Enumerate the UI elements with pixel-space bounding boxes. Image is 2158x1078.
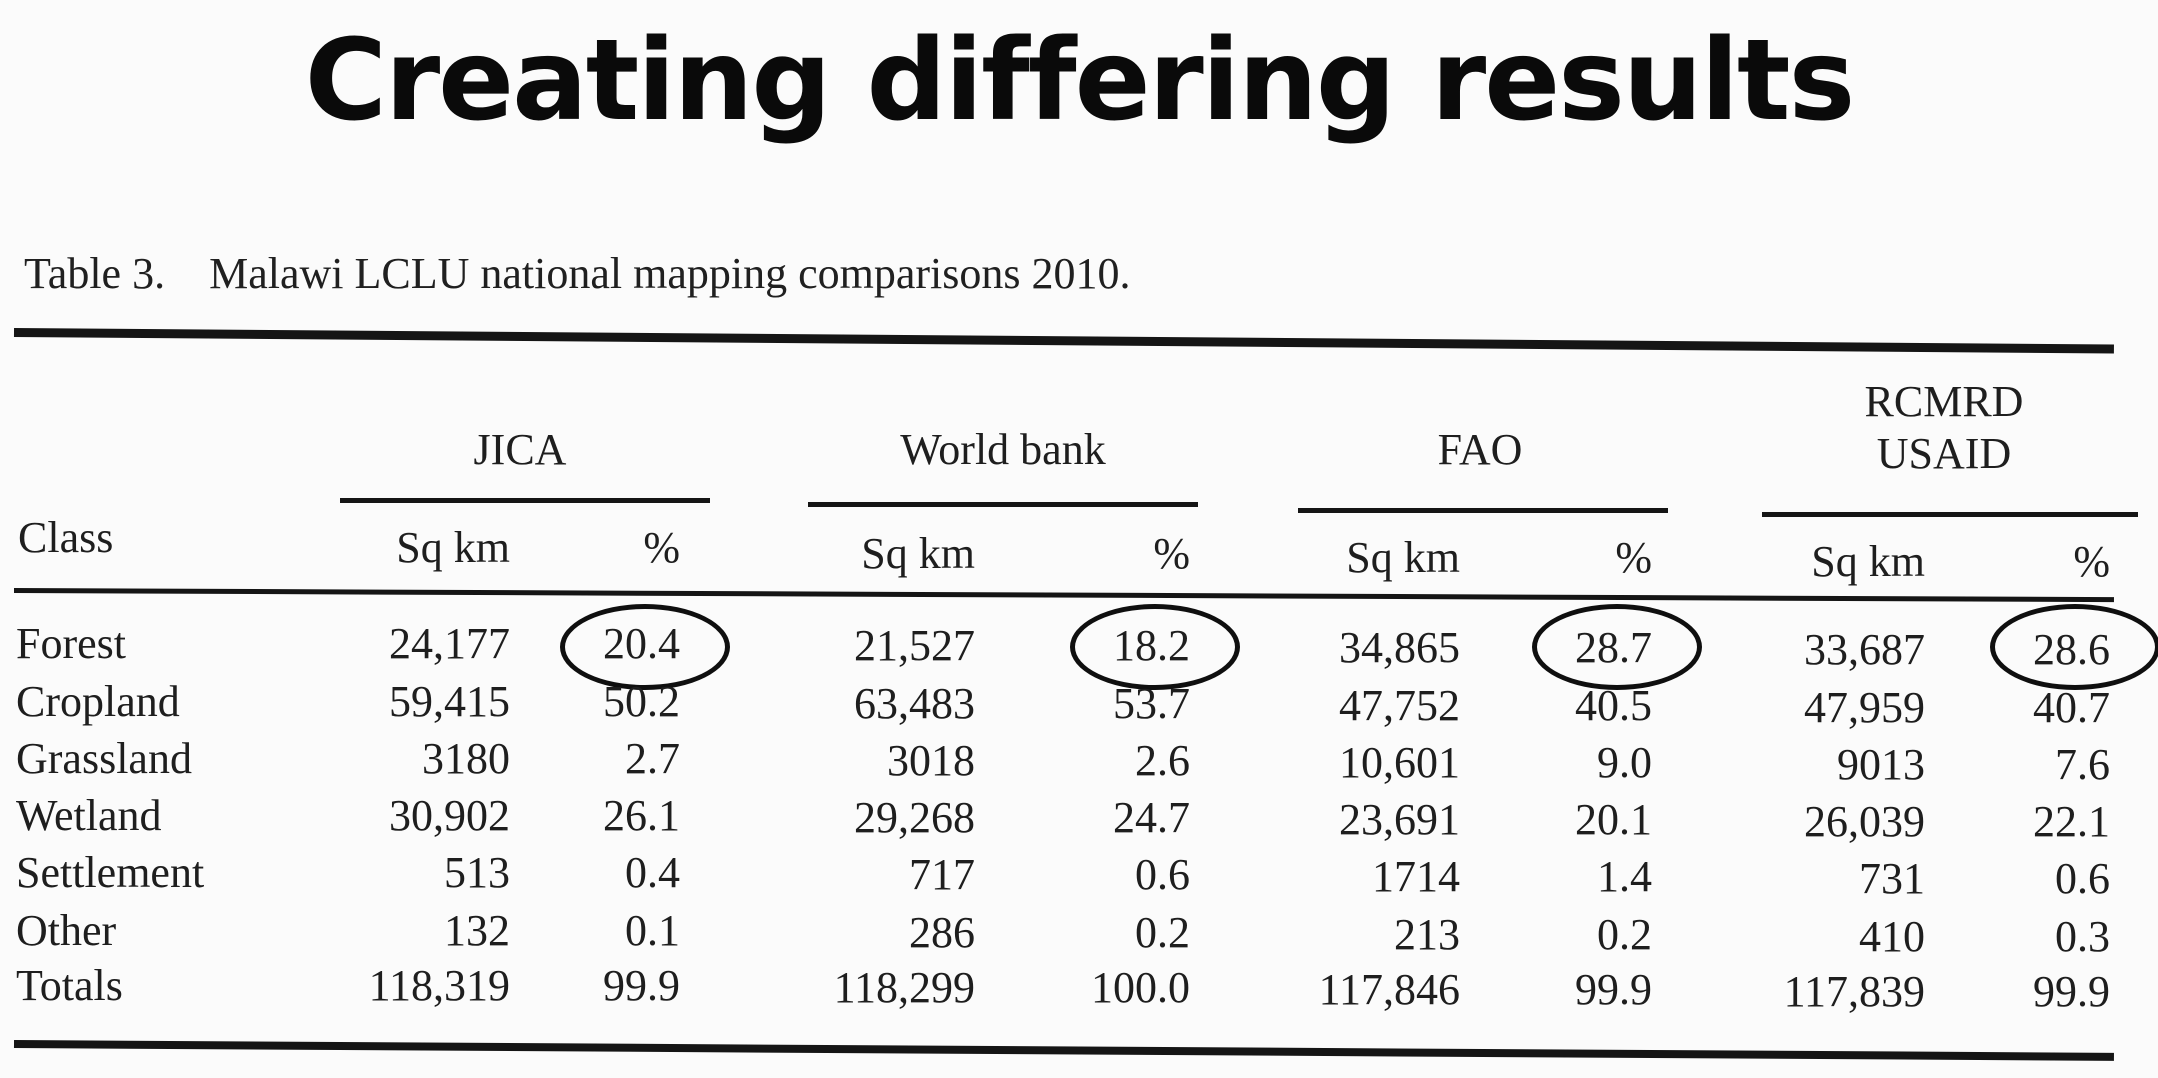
group-underline	[1298, 508, 1668, 513]
cell-percent: 40.5	[1575, 681, 1652, 730]
cell-sqkm: 33,687	[1804, 625, 1925, 674]
cell-sqkm: 26,039	[1804, 797, 1925, 846]
row-class-label: Forest	[16, 619, 126, 668]
highlight-circle	[1990, 604, 2158, 690]
subheader-percent: %	[1615, 533, 1652, 582]
cell-percent: 22.1	[2033, 797, 2110, 846]
cell-percent: 2.6	[1135, 736, 1190, 785]
cell-percent: 26.1	[603, 791, 680, 840]
subheader-sqkm: Sq km	[396, 523, 510, 572]
group-underline	[1762, 512, 2138, 517]
cell-percent: 9.0	[1597, 738, 1652, 787]
subheader-sqkm: Sq km	[861, 529, 975, 578]
cell-sqkm: 3018	[887, 736, 975, 785]
cell-percent: 0.1	[625, 906, 680, 955]
cell-sqkm: 9013	[1837, 740, 1925, 789]
subheader-percent: %	[643, 523, 680, 572]
group-underline	[808, 502, 1198, 507]
cell-sqkm: 213	[1394, 910, 1460, 959]
subheader-sqkm: Sq km	[1346, 533, 1460, 582]
highlight-circle	[560, 604, 730, 690]
row-class-label: Settlement	[16, 848, 205, 897]
table-caption: Table 3. Malawi LCLU national mapping com…	[24, 248, 1131, 299]
cell-sqkm: 10,601	[1339, 738, 1460, 787]
table-header-rule	[13, 588, 2114, 603]
cell-sqkm: 117,839	[1783, 967, 1925, 1016]
cell-sqkm: 731	[1859, 854, 1925, 903]
table-caption-text: Malawi LCLU national mapping comparisons…	[209, 249, 1131, 298]
row-class-label: Grassland	[16, 734, 192, 783]
cell-percent: 1.4	[1597, 852, 1652, 901]
cell-percent: 20.1	[1575, 795, 1652, 844]
cell-percent: 53.7	[1113, 679, 1190, 728]
cell-percent: 7.6	[2055, 740, 2110, 789]
subheader-percent: %	[2073, 537, 2110, 586]
row-class-label: Totals	[16, 961, 123, 1010]
cell-sqkm: 30,902	[389, 791, 510, 840]
slide-title: Creating differing results	[304, 16, 1855, 146]
row-class-label: Cropland	[16, 677, 180, 726]
cell-percent: 24.7	[1113, 793, 1190, 842]
cell-percent: 40.7	[2033, 683, 2110, 732]
subheader-sqkm: Sq km	[1811, 537, 1925, 586]
cell-sqkm: 717	[909, 850, 975, 899]
highlight-circle	[1070, 604, 1240, 690]
subheader-percent: %	[1153, 529, 1190, 578]
column-header-class: Class	[18, 513, 114, 562]
table-top-rule	[13, 328, 2114, 354]
cell-percent: 0.2	[1135, 908, 1190, 957]
row-class-label: Other	[16, 906, 117, 955]
cell-sqkm: 47,959	[1804, 683, 1925, 732]
cell-percent: 2.7	[625, 734, 680, 783]
cell-sqkm: 132	[444, 906, 510, 955]
cell-sqkm: 118,299	[833, 963, 975, 1012]
cell-sqkm: 24,177	[389, 619, 510, 668]
group-header: RCMRD USAID	[1864, 377, 2024, 478]
cell-sqkm: 117,846	[1318, 965, 1460, 1014]
cell-percent: 0.6	[1135, 850, 1190, 899]
row-class-label: Wetland	[16, 791, 162, 840]
cell-sqkm: 410	[1859, 912, 1925, 961]
cell-sqkm: 118,319	[368, 961, 510, 1010]
cell-sqkm: 23,691	[1339, 795, 1460, 844]
cell-sqkm: 34,865	[1339, 623, 1460, 672]
group-underline	[340, 498, 710, 503]
cell-percent: 99.9	[1575, 965, 1652, 1014]
cell-sqkm: 47,752	[1339, 681, 1460, 730]
group-header: JICA	[473, 425, 567, 474]
table-caption-label: Table 3.	[24, 249, 166, 298]
group-header: World bank	[900, 425, 1106, 474]
cell-percent: 0.2	[1597, 910, 1652, 959]
cell-sqkm: 3180	[422, 734, 510, 783]
cell-percent: 99.9	[2033, 967, 2110, 1016]
cell-percent: 50.2	[603, 677, 680, 726]
cell-percent: 0.6	[2055, 854, 2110, 903]
cell-percent: 0.4	[625, 848, 680, 897]
cell-percent: 99.9	[603, 961, 680, 1010]
cell-sqkm: 286	[909, 908, 975, 957]
cell-sqkm: 21,527	[854, 621, 975, 670]
cell-percent: 100.0	[1091, 963, 1190, 1012]
cell-sqkm: 59,415	[389, 677, 510, 726]
table-bottom-rule	[13, 1040, 2114, 1061]
cell-percent: 0.3	[2055, 912, 2110, 961]
cell-sqkm: 63,483	[854, 679, 975, 728]
group-header: FAO	[1437, 425, 1523, 474]
highlight-circle	[1532, 604, 1702, 690]
cell-sqkm: 513	[444, 848, 510, 897]
cell-sqkm: 1714	[1372, 852, 1460, 901]
cell-sqkm: 29,268	[854, 793, 975, 842]
